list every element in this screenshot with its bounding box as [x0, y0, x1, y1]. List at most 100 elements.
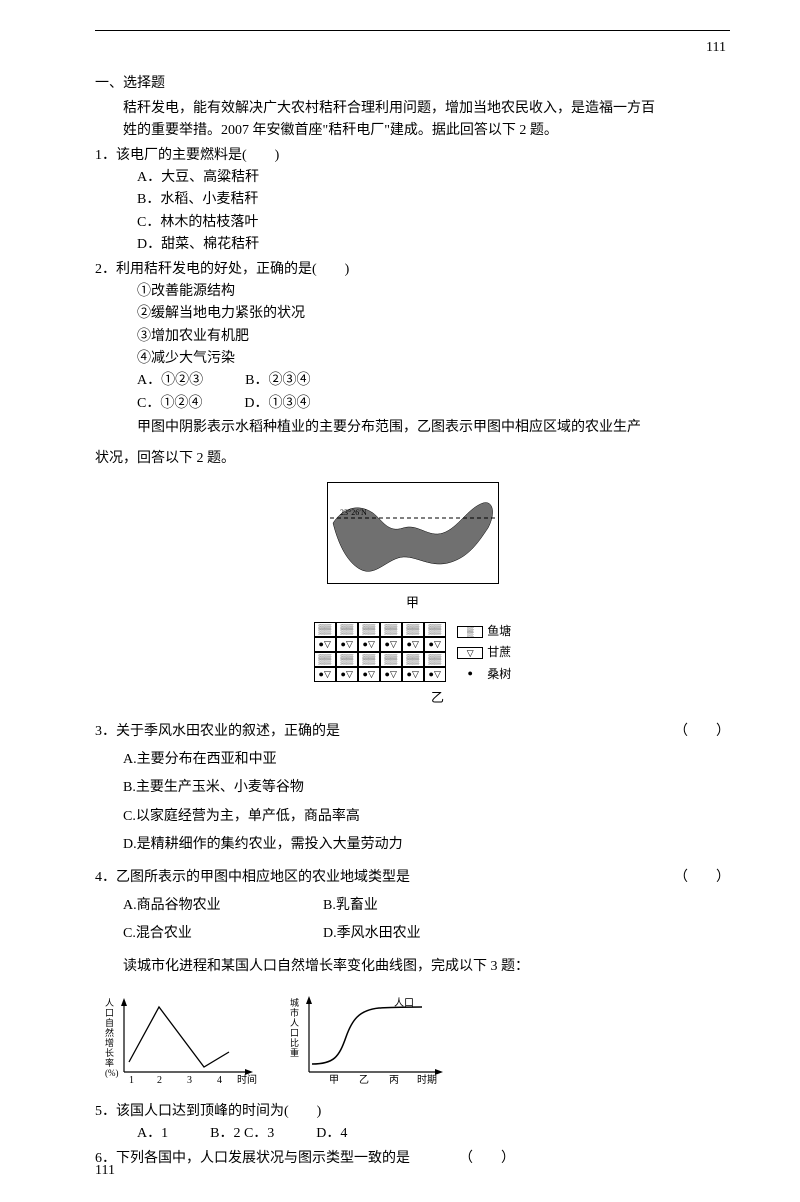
- question-2: 2．利用秸秆发电的好处，正确的是( ) ①改善能源结构 ②缓解当地电力紧张的状况…: [95, 259, 730, 416]
- grid-cell: ▒▒: [402, 652, 424, 667]
- q1-opt-b: B．水稻、小麦秸秆: [137, 189, 730, 211]
- map-svg: 23°26′N: [328, 483, 498, 583]
- grid-cell: ●▽: [402, 637, 424, 652]
- q1-opt-d: D．甜菜、棉花秸秆: [137, 234, 730, 256]
- legend-label: 桑树: [487, 665, 511, 684]
- pattern-legend: ▒ 鱼塘 ▽ 甘蔗 ● 桑树: [457, 622, 511, 686]
- x-tick: 乙: [359, 1074, 369, 1086]
- grid-cell: ▒▒: [314, 622, 336, 637]
- pattern-caption: 乙: [364, 688, 512, 709]
- grid-cell: ●▽: [314, 637, 336, 652]
- q3-opt-a: A.主要分布在西亚和中亚: [123, 749, 730, 771]
- q2-s2: ②缓解当地电力紧张的状况: [137, 303, 730, 325]
- grid-cell: ●▽: [380, 637, 402, 652]
- q4-stem: 4．乙图所表示的甲图中相应地区的农业地域类型是: [95, 870, 410, 885]
- x-tick: 1: [129, 1075, 134, 1086]
- x-tick: 甲: [329, 1075, 339, 1086]
- q1-options: A．大豆、高粱秸秆 B．水稻、小麦秸秆 C．林木的枯枝落叶 D．甜菜、棉花秸秆: [137, 167, 730, 257]
- q2-row1: A．①②③ B．②③④: [137, 370, 730, 392]
- chart-right-ylabel: 城 市 人 口 比 重: [290, 998, 302, 1058]
- q4-opt-a: A.商品谷物农业: [123, 895, 323, 917]
- grid-cell: ▒▒: [358, 622, 380, 637]
- grid-cell: ●▽: [358, 667, 380, 682]
- q2-statements: ①改善能源结构 ②缓解当地电力紧张的状况 ③增加农业有机肥 ④减少大气污染 A．…: [137, 281, 730, 415]
- q3-opt-b: B.主要生产玉米、小麦等谷物: [123, 777, 730, 799]
- grid-cell: ▒▒: [424, 622, 446, 637]
- question-6: 6．下列各国中，人口发展状况与图示类型一致的是 （ ）: [95, 1148, 730, 1170]
- passage-3: 读城市化进程和某国人口自然增长率变化曲线图，完成以下 3 题：: [123, 956, 730, 978]
- grid-cell: ▒▒: [314, 652, 336, 667]
- q2-s3: ③增加农业有机肥: [137, 326, 730, 348]
- question-4: 4．乙图所表示的甲图中相应地区的农业地域类型是 （ ） A.商品谷物农业 B.乳…: [95, 867, 730, 946]
- q1-stem: 1．该电厂的主要燃料是( ): [95, 145, 730, 167]
- chart-left-svg: 1 2 3 4 时间: [109, 992, 264, 1087]
- grid-cell: ●▽: [358, 637, 380, 652]
- x-tick: 2: [157, 1075, 162, 1086]
- x-tick: 4: [217, 1075, 222, 1086]
- grid-cell: ●▽: [380, 667, 402, 682]
- q4-stem-row: 4．乙图所表示的甲图中相应地区的农业地域类型是 （ ）: [95, 867, 730, 889]
- q3-options: A.主要分布在西亚和中亚 B.主要生产玉米、小麦等谷物 C.以家庭经营为主，单产…: [123, 749, 730, 857]
- legend-swatch: ●: [457, 668, 483, 680]
- q3-paren: （ ）: [674, 721, 730, 743]
- page-number-bottom: 111: [95, 1160, 115, 1182]
- question-5: 5．该国人口达到顶峰的时间为( ) A．1 B．2 C．3 D．4: [95, 1101, 730, 1146]
- q2-s4: ④减少大气污染: [137, 348, 730, 370]
- document-page: 111 一、选择题 秸秆发电，能有效解决广大农村秸秆合理利用问题，增加当地农民收…: [0, 0, 800, 1202]
- grid-cell: ●▽: [402, 667, 424, 682]
- legend-row: ● 桑树: [457, 665, 511, 684]
- grid-cell: ▒▒: [358, 652, 380, 667]
- grid-cell: ●▽: [424, 667, 446, 682]
- q3-opt-d: D.是精耕细作的集约农业，需投入大量劳动力: [123, 834, 730, 856]
- grid-cell: ▒▒: [380, 652, 402, 667]
- grid-cell: ▒▒: [380, 622, 402, 637]
- chart-right: 人口 甲 乙 丙 时期 城 市 人 口 比 重: [294, 992, 454, 1087]
- grid-cell: ●▽: [314, 667, 336, 682]
- figure-map-block: 23°26′N 甲 ▒▒ ▒▒ ▒▒ ▒▒ ▒▒ ▒▒ ●▽ ●▽: [95, 482, 730, 709]
- question-1: 1．该电厂的主要燃料是( ) A．大豆、高粱秸秆 B．水稻、小麦秸秆 C．林木的…: [95, 145, 730, 257]
- legend-swatch: ▒: [457, 626, 483, 638]
- lat-label: 23°26′N: [340, 508, 367, 517]
- passage-2-line1: 甲图中阴影表示水稻种植业的主要分布范围，乙图表示甲图中相应区域的农业生产: [137, 417, 730, 439]
- pop-label: 人口: [394, 997, 414, 1009]
- legend-row: ▒ 鱼塘: [457, 622, 511, 641]
- legend-row: ▽ 甘蔗: [457, 643, 511, 662]
- intro-passage-line2: 姓的重要举措。2007 年安徽首座"秸秆电厂"建成。据此回答以下 2 题。: [123, 120, 730, 142]
- chart-left: 1 2 3 4 时间 人 口 自 然 增 长 率 (%): [109, 992, 264, 1087]
- q3-stem: 3．关于季风水田农业的叙述，正确的是: [95, 724, 340, 739]
- pattern-figure: ▒▒ ▒▒ ▒▒ ▒▒ ▒▒ ▒▒ ●▽ ●▽ ●▽ ●▽ ●▽ ●▽: [314, 622, 512, 708]
- grid-cell: ●▽: [424, 637, 446, 652]
- grid-cell: ▒▒: [336, 652, 358, 667]
- pattern-grid: ▒▒ ▒▒ ▒▒ ▒▒ ▒▒ ▒▒ ●▽ ●▽ ●▽ ●▽ ●▽ ●▽: [314, 622, 446, 682]
- x-tick: 丙: [389, 1075, 399, 1086]
- chart-right-svg: 人口 甲 乙 丙 时期: [294, 992, 454, 1087]
- grid-cell: ●▽: [336, 667, 358, 682]
- legend-label: 鱼塘: [487, 622, 511, 641]
- grid-cell: ▒▒: [424, 652, 446, 667]
- x-label: 时间: [237, 1073, 257, 1086]
- q3-opt-c: C.以家庭经营为主，单产低，商品率高: [123, 806, 730, 828]
- q5-stem: 5．该国人口达到顶峰的时间为( ): [95, 1101, 730, 1123]
- top-rule: [95, 30, 730, 31]
- intro-passage-line1: 秸秆发电，能有效解决广大农村秸秆合理利用问题，增加当地农民收入，是造福一方百: [123, 98, 730, 120]
- grid-cell: ▒▒: [336, 622, 358, 637]
- legend-label: 甘蔗: [487, 643, 511, 662]
- q5-options: A．1 B．2 C．3 D．4: [137, 1123, 730, 1145]
- q4-opt-c: C.混合农业: [123, 923, 323, 945]
- legend-swatch: ▽: [457, 647, 483, 659]
- q4-options: A.商品谷物农业 B.乳畜业 C.混合农业 D.季风水田农业: [123, 895, 730, 946]
- q1-opt-a: A．大豆、高粱秸秆: [137, 167, 730, 189]
- q1-opt-c: C．林木的枯枝落叶: [137, 212, 730, 234]
- map-figure: 23°26′N: [327, 482, 499, 584]
- q2-s1: ①改善能源结构: [137, 281, 730, 303]
- q6-stem: 6．下列各国中，人口发展状况与图示类型一致的是 （ ）: [95, 1148, 730, 1170]
- x-tick: 3: [187, 1075, 192, 1086]
- q3-stem-row: 3．关于季风水田农业的叙述，正确的是 （ ）: [95, 721, 730, 743]
- grid-cell: ▒▒: [402, 622, 424, 637]
- passage-2-line2: 状况，回答以下 2 题。: [95, 448, 730, 470]
- q4-row1: A.商品谷物农业 B.乳畜业: [123, 895, 730, 917]
- section-heading: 一、选择题: [95, 73, 730, 95]
- charts-row: 1 2 3 4 时间 人 口 自 然 增 长 率 (%): [109, 992, 730, 1087]
- page-number-top: 111: [95, 37, 730, 59]
- grid-cell: ●▽: [336, 637, 358, 652]
